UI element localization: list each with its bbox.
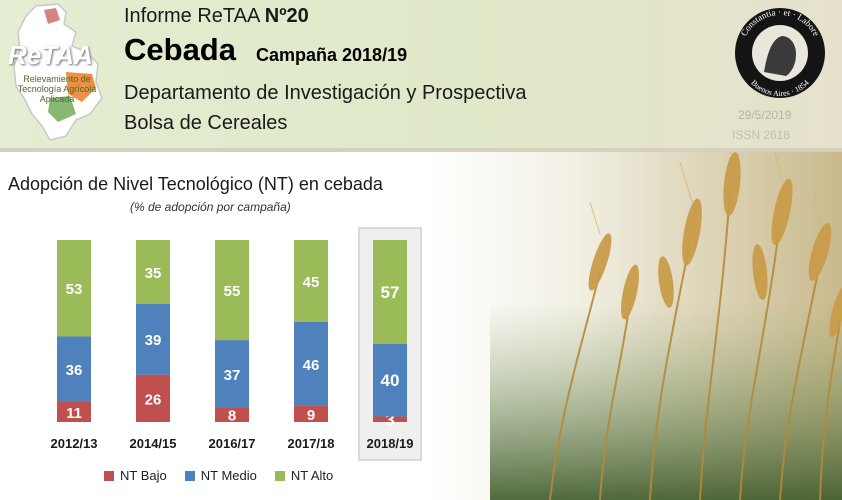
bar-nt-bajo-4 <box>373 416 407 422</box>
data-label: 57 <box>381 283 400 302</box>
bar-nt-bajo-1 <box>136 374 170 422</box>
bar-nt-bajo-3 <box>294 405 328 422</box>
data-label: 8 <box>228 408 236 425</box>
legend-item: NT Alto <box>274 468 334 483</box>
retaa-logo-subtitle: Relevamiento de Tecnología Agrícola Apli… <box>17 74 97 104</box>
data-label: 53 <box>66 281 83 298</box>
data-label: 35 <box>145 265 162 282</box>
barley-photo <box>430 152 842 500</box>
data-label: 45 <box>303 274 320 291</box>
report-date: 29/5/2019 <box>738 108 792 122</box>
report-header <box>0 0 842 148</box>
x-tick-label: 2017/18 <box>288 436 335 451</box>
bar-nt-alto-2 <box>215 240 249 341</box>
report-title: Informe ReTAA Nº20 <box>124 5 309 27</box>
data-label: 36 <box>66 362 83 379</box>
crop-title: Cebada <box>124 32 236 67</box>
data-label: 39 <box>145 332 162 349</box>
data-label: 46 <box>303 357 320 374</box>
data-label: 55 <box>224 283 241 300</box>
x-tick-label: 2014/15 <box>130 436 177 451</box>
institution-seal-icon: Constantia · et · Labore Buenos Aires · … <box>735 7 825 98</box>
bar-nt-medio-4 <box>373 343 407 417</box>
retaa-logo-wordmark: ReTAA <box>8 40 93 70</box>
legend-label: NT Medio <box>200 468 257 483</box>
header-divider <box>0 148 842 152</box>
bar-nt-medio-2 <box>215 340 249 408</box>
issn-label: ISSN 2618 <box>732 128 791 142</box>
legend-swatch <box>104 470 114 481</box>
x-tick-label: 2018/19 <box>367 436 414 451</box>
argentina-map-icon <box>13 3 103 141</box>
legend-item: NT Medio <box>184 468 257 483</box>
data-label: 37 <box>224 367 241 384</box>
chart-legend: NT Bajo NT Medio NT Alto <box>104 468 333 483</box>
bar-nt-bajo-2 <box>215 407 249 422</box>
chart-title: Adopción de Nivel Tecnológico (NT) en ce… <box>8 174 383 194</box>
stacked-bar-chart: 11 36 53 2012/13 26 39 35 2014/15 8 37 55 2016/17 9 4… <box>51 227 422 461</box>
bar-nt-alto-3 <box>294 240 328 322</box>
legend-item: NT Bajo <box>104 468 167 483</box>
data-label: 3 <box>385 410 394 429</box>
data-label: 11 <box>66 405 82 422</box>
x-tick-label: 2012/13 <box>51 436 98 451</box>
bar-nt-medio-0 <box>57 336 91 402</box>
bar-nt-bajo-0 <box>57 401 91 422</box>
bar-nt-alto-1 <box>136 240 170 304</box>
data-label: 26 <box>145 391 162 408</box>
data-label: 40 <box>381 371 400 390</box>
bar-nt-alto-0 <box>57 240 91 337</box>
bar-nt-medio-3 <box>294 321 328 406</box>
department-label: Departamento de Investigación y Prospect… <box>124 82 527 104</box>
x-tick-label: 2016/17 <box>209 436 256 451</box>
institution-label: Bolsa de Cereales <box>124 112 288 134</box>
report-number: Nº20 <box>264 5 309 27</box>
bar-nt-medio-1 <box>136 303 170 375</box>
legend-label: NT Alto <box>290 468 334 483</box>
campaign-label: Campaña 2018/19 <box>256 45 408 65</box>
bar-nt-alto-4 <box>373 240 407 344</box>
legend-label: NT Bajo <box>120 468 167 483</box>
legend-swatch <box>274 470 285 481</box>
data-label: 9 <box>307 407 315 424</box>
legend-swatch <box>184 470 195 481</box>
chart-subtitle: (% de adopción por campaña) <box>130 200 291 214</box>
